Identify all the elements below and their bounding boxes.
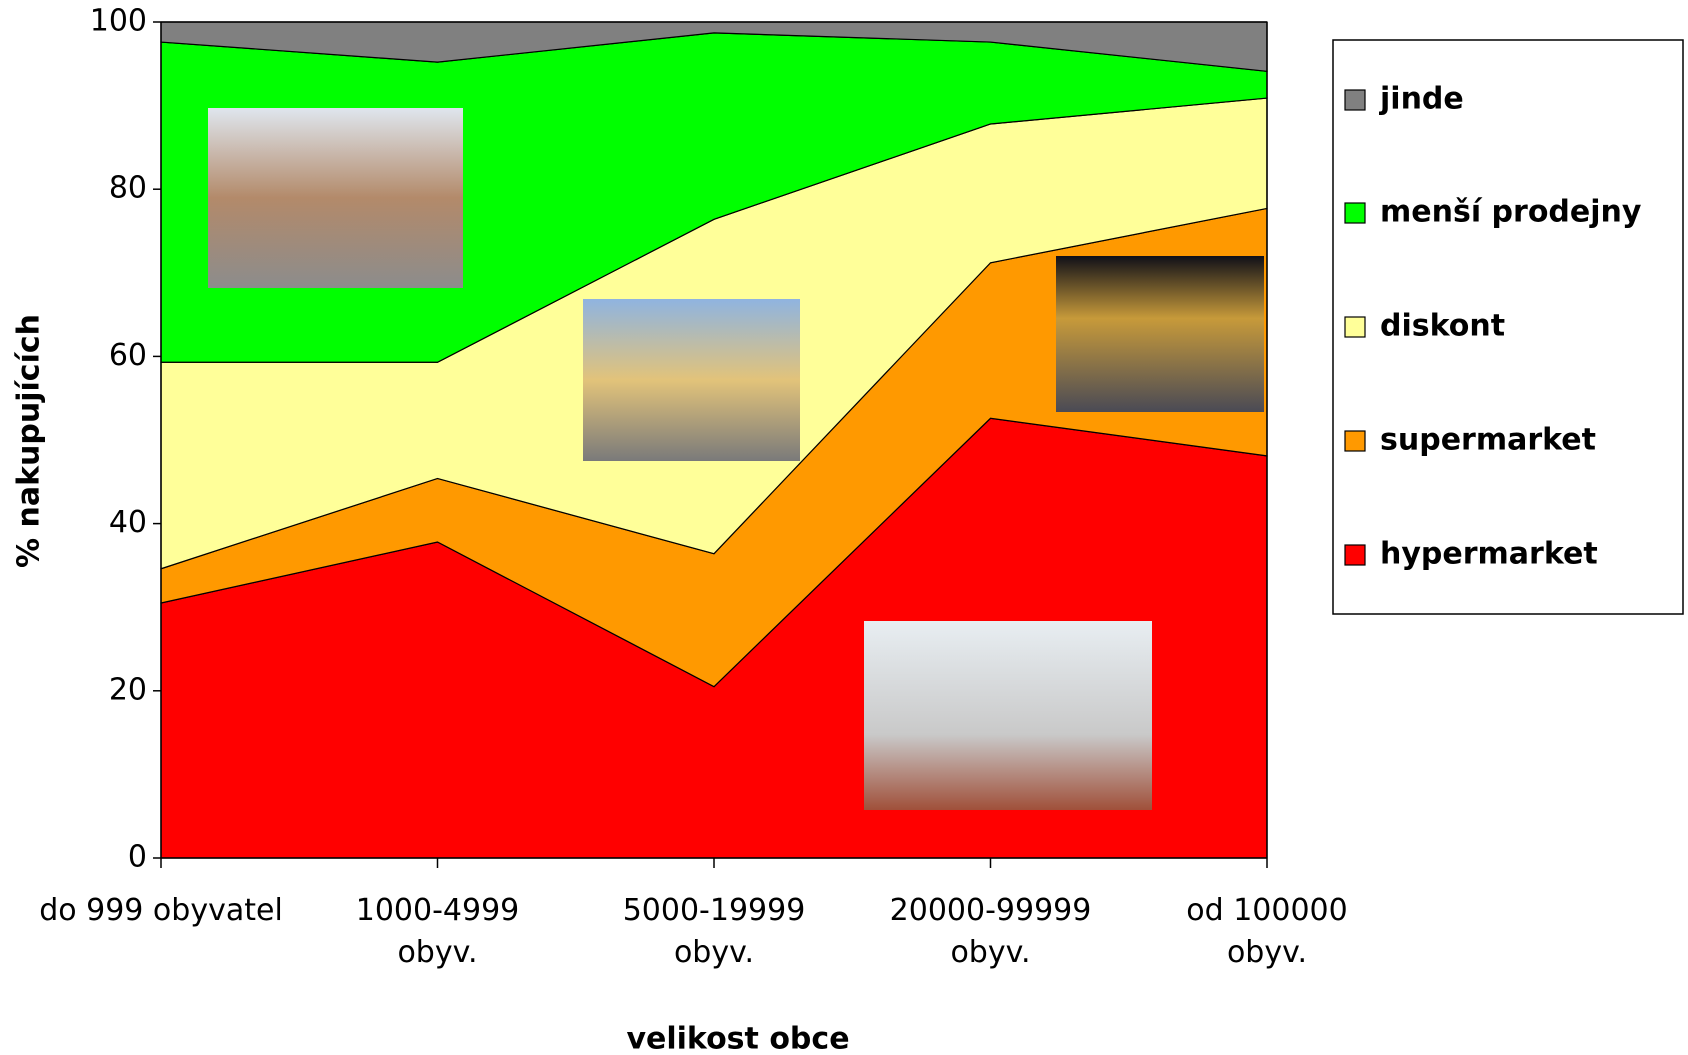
legend-swatch bbox=[1344, 544, 1366, 566]
legend-label: hypermarket bbox=[1380, 537, 1598, 572]
legend-swatch bbox=[1344, 202, 1366, 224]
y-tick-label: 20 bbox=[109, 672, 147, 707]
x-axis-label: velikost obce bbox=[626, 1022, 849, 1055]
photo bbox=[864, 621, 1152, 810]
legend-label: menší prodejny bbox=[1380, 195, 1642, 230]
y-axis-label: % nakupujících bbox=[12, 314, 47, 568]
y-tick-label: 40 bbox=[109, 505, 147, 540]
legend-swatch bbox=[1344, 316, 1366, 338]
legend-label: supermarket bbox=[1380, 423, 1596, 458]
x-tick-label: 1000-4999 obyv. bbox=[355, 893, 520, 970]
photo bbox=[583, 299, 800, 461]
legend-box bbox=[1332, 39, 1684, 615]
y-tick-label: 60 bbox=[109, 338, 147, 373]
x-tick-label: 20000-99999 obyv. bbox=[889, 893, 1092, 970]
photo bbox=[1056, 256, 1264, 412]
photo bbox=[208, 108, 463, 288]
legend-swatch bbox=[1344, 430, 1366, 452]
y-tick-label: 100 bbox=[90, 4, 147, 39]
y-tick-label: 0 bbox=[128, 840, 147, 875]
x-tick-label: do 999 obyvatel bbox=[39, 893, 283, 928]
legend-label: diskont bbox=[1380, 309, 1505, 344]
x-tick-label: 5000-19999 obyv. bbox=[622, 893, 806, 970]
legend-label: jinde bbox=[1379, 82, 1464, 117]
legend-swatch bbox=[1344, 89, 1366, 111]
photos bbox=[208, 108, 1264, 810]
y-tick-label: 80 bbox=[109, 171, 147, 206]
x-tick-label: od 100000 obyv. bbox=[1186, 893, 1348, 970]
